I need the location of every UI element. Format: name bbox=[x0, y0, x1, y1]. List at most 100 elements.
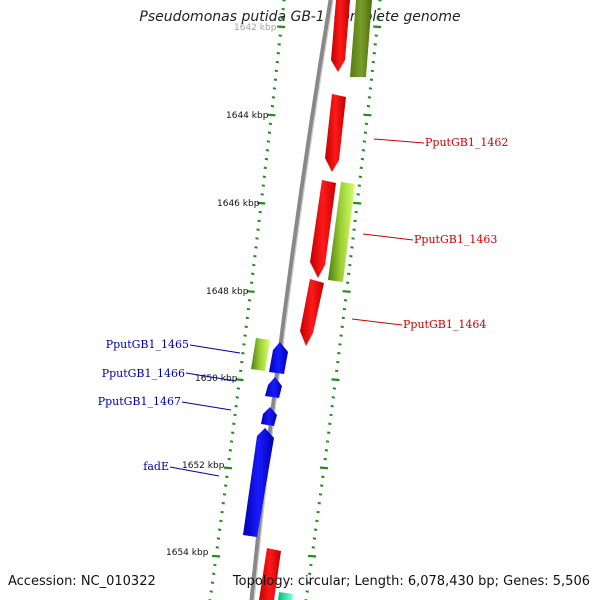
ruler-inner-tick bbox=[223, 466, 233, 470]
gene-PputGB1_1464[interactable] bbox=[300, 279, 324, 346]
ruler-inner-tick bbox=[272, 87, 277, 90]
ruler-inner-tick bbox=[267, 131, 272, 134]
ruler-inner-tick bbox=[273, 78, 278, 81]
gene-label-PputGB1_1462[interactable]: PputGB1_1462 bbox=[425, 136, 508, 149]
leader-PputGB1_1462 bbox=[373, 138, 425, 144]
feature-olive-top[interactable] bbox=[350, 0, 372, 77]
ruler-outer-tick bbox=[306, 581, 311, 584]
ruler-inner-tick bbox=[225, 475, 229, 479]
ruler-outer-tick bbox=[318, 493, 323, 496]
ruler-inner-tick bbox=[281, 7, 285, 11]
ruler-outer-tick bbox=[331, 396, 335, 399]
ruler-outer-tick bbox=[364, 122, 369, 126]
ruler-outer-tick bbox=[315, 519, 319, 523]
ruler-outer-tick bbox=[323, 457, 327, 461]
leader-PputGB1_1464 bbox=[351, 318, 403, 326]
ruler-inner-tick bbox=[236, 387, 241, 390]
ruler-inner-tick bbox=[277, 43, 281, 46]
ruler-inner-tick bbox=[246, 307, 251, 311]
feature-PputGB1_1465-green[interactable] bbox=[251, 338, 270, 371]
ruler-inner-tick bbox=[258, 210, 262, 214]
ruler-inner-tick bbox=[229, 440, 234, 443]
genome-backbone bbox=[249, 0, 334, 600]
ruler-outer-tick bbox=[338, 343, 342, 346]
ruler-outer-tick bbox=[377, 7, 381, 11]
leader-PputGB1_1465 bbox=[189, 344, 241, 354]
ruler-inner-tick bbox=[262, 175, 266, 179]
leader-PputGB1_1467 bbox=[181, 401, 232, 411]
ruler-outer-tick bbox=[311, 546, 315, 549]
ruler-outer-tick bbox=[368, 87, 373, 90]
leader-fadE bbox=[169, 466, 220, 477]
ruler-outer-tick bbox=[308, 554, 317, 558]
ruler-inner-tick bbox=[234, 404, 238, 408]
gene-fadE[interactable] bbox=[243, 428, 274, 537]
gene-label-PputGB1_1466[interactable]: PputGB1_1466 bbox=[102, 367, 185, 380]
ruler-inner-tick bbox=[255, 237, 259, 240]
gene-forward-top[interactable] bbox=[331, 0, 350, 72]
ruler-inner-tick bbox=[232, 422, 236, 426]
ruler-outer-tick bbox=[369, 78, 374, 81]
ruler-inner-tick bbox=[274, 69, 278, 73]
gene-PputGB1_1467[interactable] bbox=[261, 407, 277, 426]
ruler-inner-tick bbox=[264, 157, 269, 161]
ruler-outer-tick bbox=[366, 104, 371, 108]
ruler-outer-tick bbox=[337, 351, 341, 355]
ruler-outer-tick bbox=[371, 60, 375, 64]
ruler-outer-tick bbox=[324, 449, 329, 452]
ruler-outer-tick bbox=[327, 431, 331, 434]
leader-PputGB1_1463 bbox=[362, 233, 414, 241]
gene-PputGB1_1466[interactable] bbox=[265, 377, 282, 398]
gene-forward-bottom[interactable] bbox=[259, 548, 281, 600]
gene-label-PputGB1_1467[interactable]: PputGB1_1467 bbox=[98, 395, 181, 408]
ruler-outer-ticks bbox=[304, 0, 382, 600]
ruler-inner-tick bbox=[246, 290, 255, 293]
ruler-outer-tick bbox=[342, 290, 351, 293]
ruler-outer-tick bbox=[331, 378, 340, 382]
ruler-outer-tick bbox=[373, 25, 382, 29]
ruler-label-1650: 1650 kbp bbox=[195, 374, 238, 384]
gene-label-PputGB1_1464[interactable]: PputGB1_1464 bbox=[403, 318, 486, 331]
ruler-inner-tick bbox=[245, 316, 249, 320]
ruler-outer-tick bbox=[367, 96, 372, 99]
gene-PputGB1_1465[interactable] bbox=[269, 342, 288, 374]
ruler-inner-tick bbox=[235, 396, 239, 399]
ruler-outer-tick bbox=[363, 131, 368, 134]
gene-PputGB1_1463[interactable] bbox=[310, 180, 336, 278]
ruler-inner-tick bbox=[270, 104, 275, 108]
ruler-inner-tick bbox=[209, 590, 213, 593]
ruler-outer-tick bbox=[350, 246, 354, 249]
gene-PputGB1_1462[interactable] bbox=[325, 94, 346, 172]
ruler-outer-tick bbox=[325, 440, 330, 443]
ruler-outer-tick bbox=[353, 201, 362, 205]
ruler-outer-tick bbox=[335, 369, 339, 373]
gene-label-fadE[interactable]: fadE bbox=[143, 460, 169, 473]
ruler-inner-tick bbox=[268, 122, 273, 126]
ruler-outer-tick bbox=[352, 228, 356, 231]
ruler-outer-tick bbox=[309, 563, 313, 567]
ruler-label-1654: 1654 kbp bbox=[166, 548, 209, 558]
ruler-inner-tick bbox=[210, 581, 215, 584]
ruler-inner-tick bbox=[233, 413, 237, 417]
ruler-inner-tick bbox=[275, 60, 279, 64]
ruler-outer-tick bbox=[332, 387, 337, 390]
map-title: Pseudomonas putida GB-1, complete genome bbox=[139, 9, 461, 25]
ruler-outer-tick bbox=[370, 69, 374, 73]
ruler-outer-tick bbox=[305, 590, 309, 593]
ruler-inner-tick bbox=[265, 149, 270, 152]
ruler-inner-tick bbox=[242, 343, 246, 346]
ruler-outer-tick bbox=[353, 219, 357, 223]
ruler-inner-tick bbox=[267, 113, 276, 117]
feature-teal-bottom[interactable] bbox=[278, 592, 293, 600]
ruler-outer-tick bbox=[317, 501, 321, 505]
ruler-label-1642: 1642 kbp bbox=[234, 23, 277, 33]
ruler-outer-tick bbox=[349, 254, 353, 258]
gene-label-PputGB1_1465[interactable]: PputGB1_1465 bbox=[106, 338, 189, 351]
gene-label-PputGB1_1463[interactable]: PputGB1_1463 bbox=[414, 233, 497, 246]
feature-PputGB1_1463-green[interactable] bbox=[328, 182, 355, 282]
ruler-outer-tick bbox=[361, 149, 366, 152]
ruler-inner-tick bbox=[219, 519, 223, 523]
ruler-inner-tick bbox=[239, 369, 243, 373]
ruler-outer-tick bbox=[314, 528, 318, 531]
